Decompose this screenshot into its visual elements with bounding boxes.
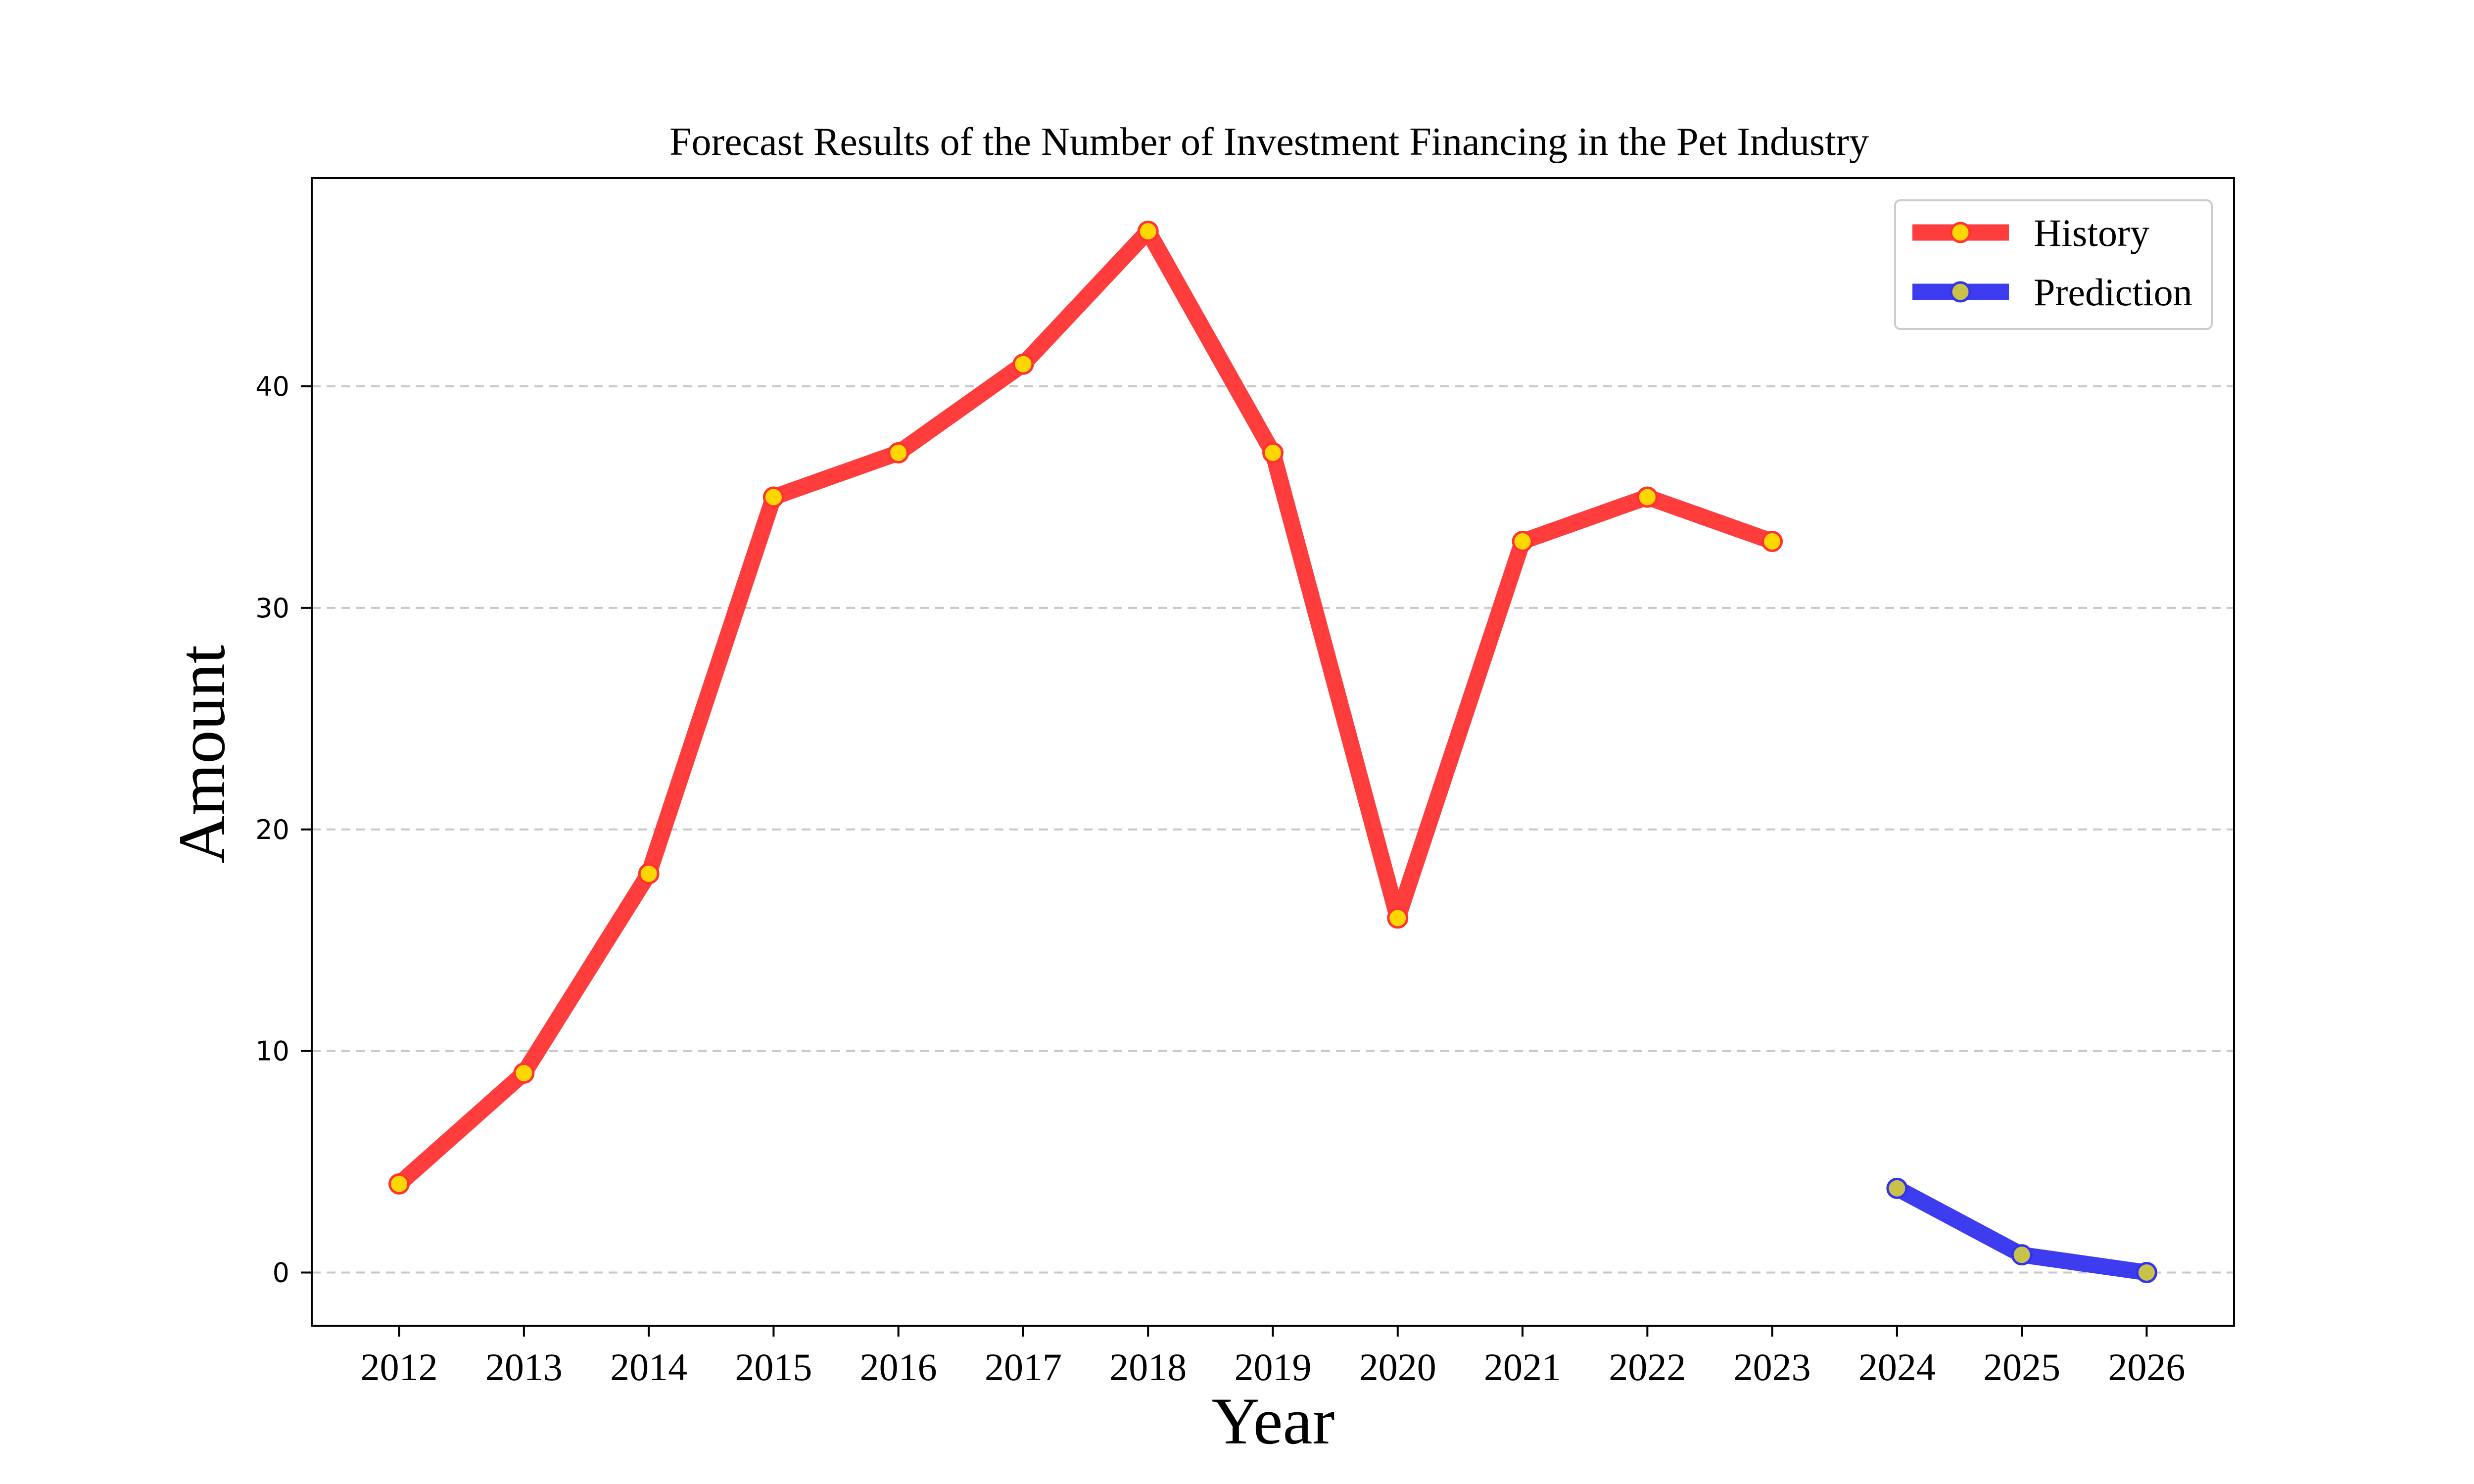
- x-tick-label: 2017: [985, 1345, 1062, 1389]
- x-tick-label: 2013: [485, 1345, 563, 1389]
- x-tick-label: 2020: [1359, 1345, 1436, 1389]
- gridlines: [312, 385, 2234, 1274]
- legend-label-history: History: [2034, 211, 2149, 254]
- series-line-history: [393, 223, 1775, 1190]
- data-point-history: [1387, 907, 1409, 929]
- series-layer: [388, 220, 2157, 1284]
- x-tick-label: 2014: [610, 1345, 687, 1389]
- data-point-history: [513, 1062, 535, 1084]
- data-point-history: [388, 1173, 410, 1195]
- data-point-history: [1512, 531, 1533, 553]
- x-tick-label: 2018: [1109, 1345, 1187, 1389]
- x-tick-label: 2022: [1609, 1345, 1686, 1389]
- x-tick-label: 2021: [1484, 1345, 1561, 1389]
- data-point-prediction: [1886, 1177, 1908, 1199]
- x-tick-label: 2019: [1235, 1345, 1312, 1389]
- x-tick-label: 2023: [1734, 1345, 1811, 1389]
- data-point-history: [762, 486, 784, 508]
- y-axis: 0 10 20 30 40: [255, 371, 312, 1289]
- y-tick-label: 40: [255, 371, 289, 402]
- data-point-history: [1761, 531, 1783, 553]
- chart-title: Forecast Results of the Number of Invest…: [669, 120, 1869, 164]
- y-axis-label: Amount: [165, 645, 239, 864]
- data-point-history: [638, 863, 660, 884]
- x-axis: 2012 2013 2014 2015 2016 2017 2018 2019 2020 2021…: [361, 1326, 2185, 1389]
- legend-marker-history: [1950, 222, 1971, 243]
- data-point-history: [1137, 220, 1159, 242]
- x-axis-label: Year: [1212, 1385, 1335, 1458]
- y-tick-label: 30: [255, 593, 289, 624]
- legend: History Prediction: [1894, 199, 2213, 330]
- legend-label-prediction: Prediction: [2034, 271, 2192, 314]
- x-tick-label: 2012: [361, 1345, 438, 1389]
- x-tick-label: 2026: [2108, 1345, 2185, 1389]
- x-tick-label: 2025: [1983, 1345, 2060, 1389]
- data-point-history: [1262, 442, 1284, 464]
- x-tick-label: 2024: [1858, 1345, 1936, 1389]
- data-point-prediction: [2136, 1262, 2157, 1284]
- data-point-prediction: [2011, 1244, 2033, 1266]
- y-tick-label: 10: [255, 1036, 289, 1067]
- x-tick-label: 2015: [735, 1345, 812, 1389]
- data-point-history: [1636, 486, 1658, 508]
- data-point-history: [1012, 353, 1034, 375]
- y-tick-label: 0: [273, 1257, 289, 1289]
- y-tick-label: 20: [255, 814, 289, 845]
- x-tick-label: 2016: [860, 1345, 937, 1389]
- legend-marker-prediction: [1950, 281, 1971, 303]
- data-point-history: [888, 442, 909, 464]
